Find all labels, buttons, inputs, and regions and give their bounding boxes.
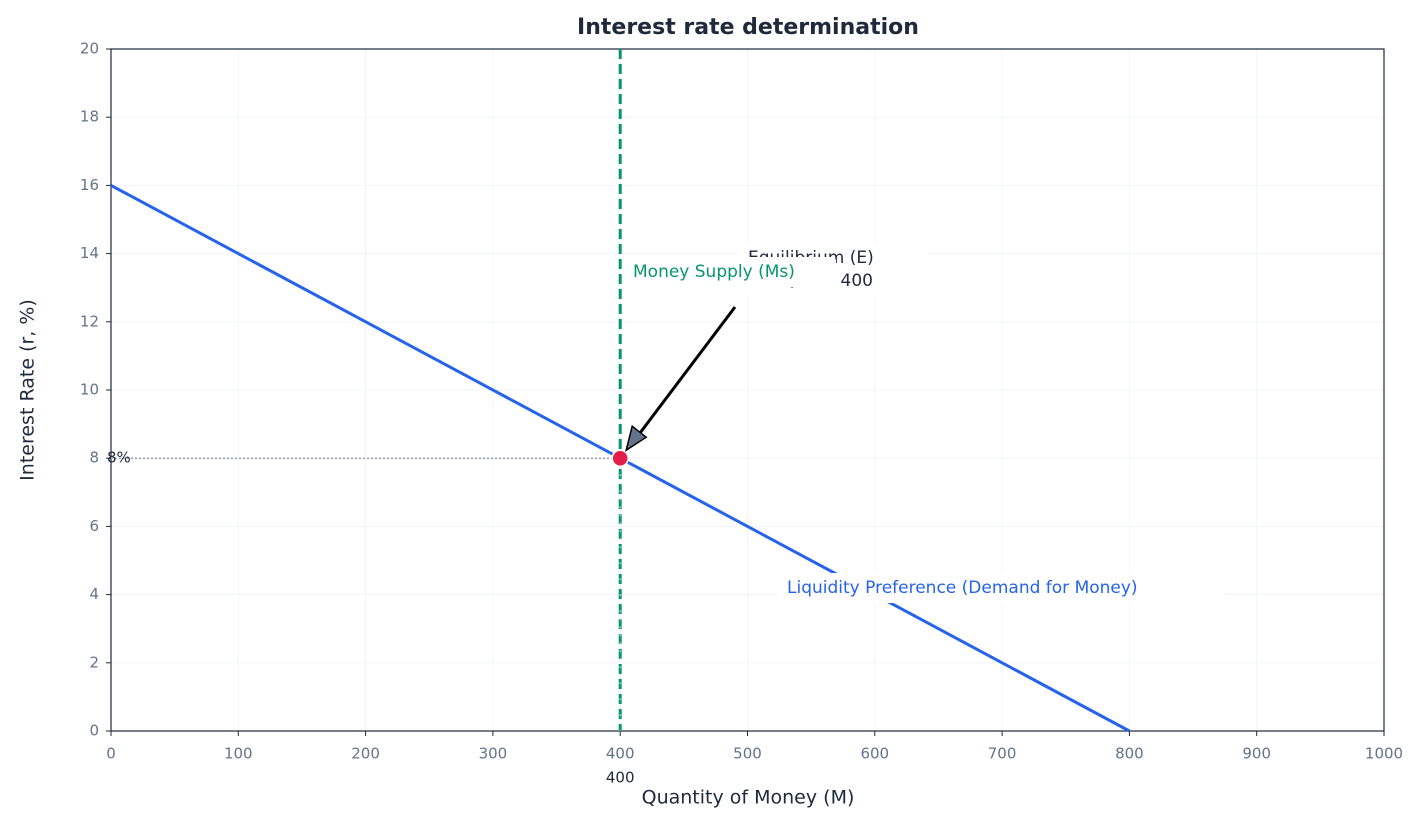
x-tick-label: 700 [988,745,1017,763]
x-tick-label: 800 [1115,745,1144,763]
x-tick-label: 200 [351,745,380,763]
y-tick-label: 10 [80,381,99,399]
y-tick-label: 12 [80,312,99,330]
y-tick-label: 2 [89,653,99,671]
x-tick-label: 400 [606,745,635,763]
annotation-arrowhead [625,424,648,452]
series-label: Liquidity Preference (Demand for Money) [787,578,1138,598]
y-axis-label: Interest Rate (r, %) [17,299,39,481]
x-tick-label: 500 [733,745,762,763]
y-tick-label: 4 [89,585,99,603]
money-supply-label: Money Supply (Ms) [633,262,795,282]
x-tick-label: 300 [479,745,508,763]
y-tick-label: 16 [80,176,99,194]
annotation-arrow [638,306,737,434]
chart-title: Interest rate determination [577,15,919,40]
equilibrium-point [611,449,629,467]
y-tick-label: 8 [89,449,99,467]
equilibrium-x-label: 400 [606,769,635,787]
y-tick-label: 6 [89,517,99,535]
x-tick-label: 600 [860,745,889,763]
y-tick-label: 0 [89,722,99,740]
equilibrium-y-label: 8% [107,449,131,467]
x-tick-label: 100 [224,745,253,763]
y-tick-label: 18 [80,108,99,126]
money-supply-label-box [626,257,836,287]
y-tick-label: 14 [80,244,99,262]
plot-frame [110,48,1385,732]
x-axis-label: Quantity of Money (M) [642,787,855,809]
y-tick-label: 20 [80,40,99,58]
series-label-box [778,573,1226,603]
x-tick-label: 0 [106,745,116,763]
x-tick-label: 1000 [1365,745,1403,763]
x-tick-label: 900 [1242,745,1271,763]
